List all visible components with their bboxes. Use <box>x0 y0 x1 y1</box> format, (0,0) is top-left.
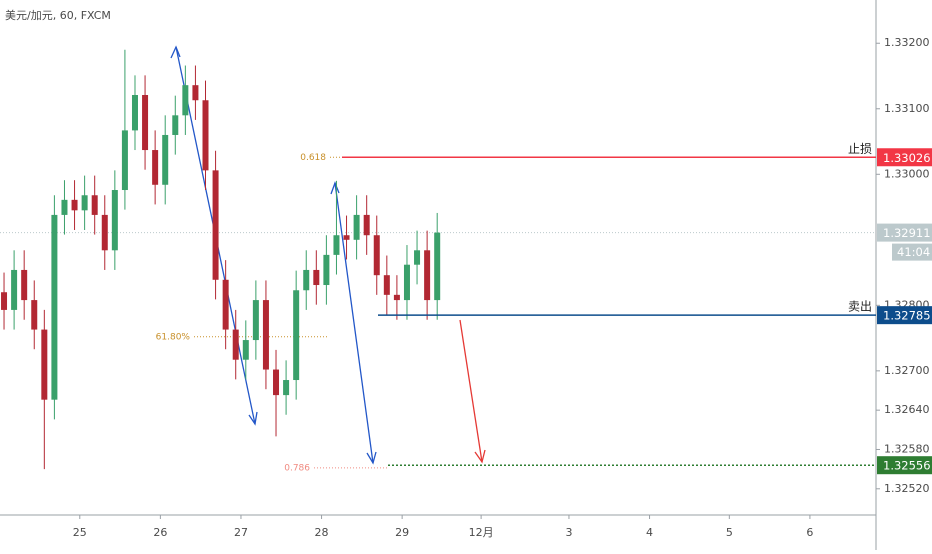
price-box-label: 1.32785 <box>883 309 931 323</box>
x-tick-label: 6 <box>806 526 813 539</box>
chart-title: 美元/加元, 60, FXCM <box>5 9 111 22</box>
x-tick-label: 5 <box>726 526 733 539</box>
price-box <box>877 223 932 242</box>
candle-body <box>111 190 118 251</box>
arrow <box>334 182 374 464</box>
candle-body <box>121 130 128 191</box>
candle-body <box>11 269 18 310</box>
x-tick-label: 12月 <box>469 526 494 539</box>
candle-body <box>333 235 340 255</box>
arrow-head <box>170 45 181 59</box>
candle-body <box>212 170 219 280</box>
candle-body <box>403 264 410 301</box>
fib-label: 61.80% <box>156 332 191 342</box>
countdown-box <box>892 243 932 261</box>
candle-body <box>232 329 239 360</box>
fib-label: 0.786 <box>284 463 310 473</box>
candle-body <box>172 115 179 135</box>
candle-body <box>162 134 169 185</box>
candle-body <box>202 100 209 171</box>
candle-body <box>152 150 159 185</box>
x-tick-label: 3 <box>565 526 572 539</box>
candle-body <box>91 195 98 215</box>
y-tick-label: 1.32700 <box>884 364 930 377</box>
level-name: 止损 <box>848 142 872 156</box>
level-name: 卖出 <box>848 300 872 314</box>
arrow-head <box>248 411 258 426</box>
candle-body <box>313 269 320 286</box>
candle-body <box>273 369 280 396</box>
candle-body <box>262 300 269 370</box>
y-tick-label: 1.32520 <box>884 482 930 495</box>
candle-body <box>71 199 78 211</box>
candle-body <box>21 269 28 301</box>
candle-body <box>1 292 8 310</box>
x-tick-label: 26 <box>153 526 167 539</box>
candle-body <box>383 275 390 295</box>
candle-body <box>101 214 108 251</box>
x-tick-label: 28 <box>315 526 329 539</box>
arrow-head <box>330 181 340 195</box>
fib-label: 0.618 <box>300 153 326 163</box>
x-tick-label: 27 <box>234 526 248 539</box>
candle-body <box>51 214 58 400</box>
x-tick-label: 25 <box>73 526 87 539</box>
candle-body <box>222 279 229 330</box>
candle-body <box>303 269 310 291</box>
price-box <box>877 306 932 325</box>
candle-body <box>283 380 290 396</box>
candle-body <box>131 95 138 131</box>
arrow-head <box>366 451 377 465</box>
candle-body <box>393 294 400 301</box>
candle-body <box>252 300 259 341</box>
price-box <box>877 456 932 475</box>
y-tick-label: 1.32580 <box>884 442 930 455</box>
y-tick-label: 1.33200 <box>884 36 930 49</box>
candle-body <box>414 250 421 265</box>
price-box-label: 1.33026 <box>883 151 931 165</box>
candle-body <box>323 254 330 286</box>
candle-body <box>363 214 370 236</box>
candle-body <box>81 195 88 211</box>
y-tick-label: 1.33000 <box>884 167 930 180</box>
x-tick-label: 29 <box>395 526 409 539</box>
candle-body <box>373 235 380 276</box>
price-box-label: 1.32911 <box>883 226 931 240</box>
candle-body <box>424 250 431 301</box>
arrow <box>459 319 483 463</box>
candle-body <box>142 95 149 151</box>
candle-body <box>31 300 38 330</box>
candle-body <box>434 232 441 301</box>
countdown: 41:04 <box>897 245 930 259</box>
y-tick-label: 1.32640 <box>884 403 930 416</box>
candle-body <box>182 85 189 116</box>
candle-body <box>41 329 48 400</box>
price-box <box>877 148 932 167</box>
arrow-head <box>474 449 486 464</box>
price-box-label: 1.32556 <box>883 459 931 473</box>
y-tick-label: 1.33100 <box>884 102 930 115</box>
candle-body <box>192 85 199 101</box>
candle-body <box>293 290 300 381</box>
candle-body <box>343 235 350 240</box>
candle-body <box>242 340 249 360</box>
candle-body <box>353 214 360 240</box>
candle-body <box>61 199 68 215</box>
x-tick-label: 4 <box>646 526 653 539</box>
